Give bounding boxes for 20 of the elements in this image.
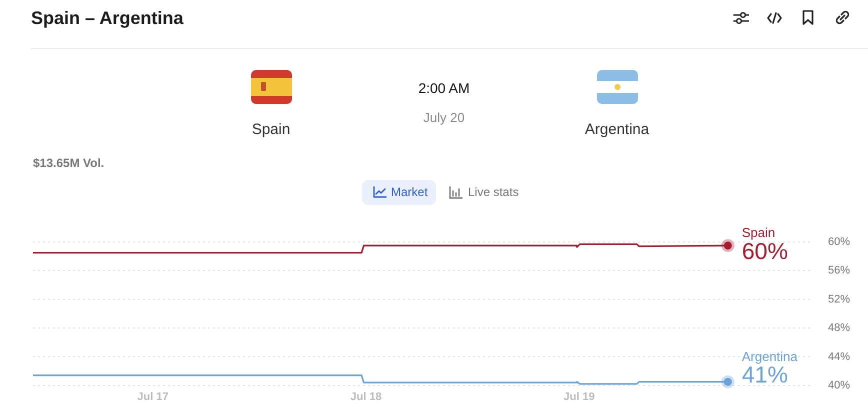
text: $13.65M Vol. bbox=[33, 155, 104, 171]
y-tick-label: 56% bbox=[828, 264, 850, 277]
data-label: 60% bbox=[742, 238, 788, 264]
y-tick-label: 52% bbox=[828, 293, 850, 306]
text: 2:00 AM bbox=[417, 79, 471, 97]
tab-button[interactable]: Market bbox=[362, 180, 436, 205]
x-tick-label: Jul 18 bbox=[350, 391, 382, 404]
y-tick-label: 48% bbox=[828, 322, 850, 334]
x-tick-label: Jul 19 bbox=[564, 391, 595, 404]
series-label: Spain bbox=[742, 225, 776, 240]
text: July 20 bbox=[422, 109, 466, 126]
y-tick-label: 60% bbox=[828, 236, 850, 248]
x-tick-label: Jul 17 bbox=[137, 391, 168, 404]
text: Argentina bbox=[584, 120, 650, 139]
text: Spain bbox=[250, 120, 292, 139]
y-tick-label: 40% bbox=[828, 379, 850, 392]
y-tick-label: 44% bbox=[828, 350, 850, 363]
text: Live stats bbox=[468, 185, 519, 200]
chart-title: Spain – Argentina bbox=[31, 7, 184, 30]
series-label: Argentina bbox=[742, 348, 798, 364]
